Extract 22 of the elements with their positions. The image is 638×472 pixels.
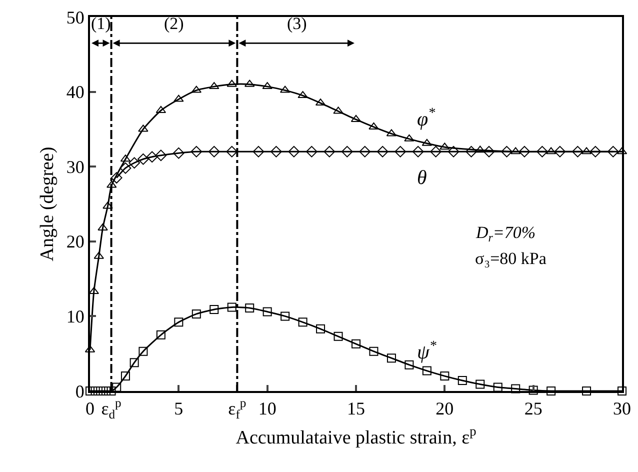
x-axis-title: Accumulataive plastic strain, ε$^{p}$ [236,424,477,449]
annotation: (2) [164,14,184,33]
x-tick-label: 15 [347,398,365,419]
x-tick-label: 25 [524,398,542,419]
y-axis-title: Angle (degree) [36,146,58,262]
x-tick-label: 10 [258,398,276,419]
x-tick-label: 5 [174,398,184,419]
annotation: σ₃=80 kPa [475,249,547,268]
y-tick-label: 10 [66,306,84,326]
x-tick-label: 30 [613,398,631,419]
y-tick-label: 0 [75,381,84,402]
y-tick-label: 30 [66,156,84,177]
y-tick-label: 20 [66,232,84,252]
annotation: φ$^{*}$ [417,106,436,130]
x-tick-label: 20 [436,398,454,419]
annotation: θ [417,167,427,189]
annotation: D$_{r}$=70% [475,223,536,245]
y-tick-label: 40 [66,82,84,102]
annotation: (3) [287,14,307,33]
annotation: ψ$^{*}$ [417,339,436,364]
annotation: (1) [91,14,111,33]
y-tick-label: 50 [66,7,84,28]
